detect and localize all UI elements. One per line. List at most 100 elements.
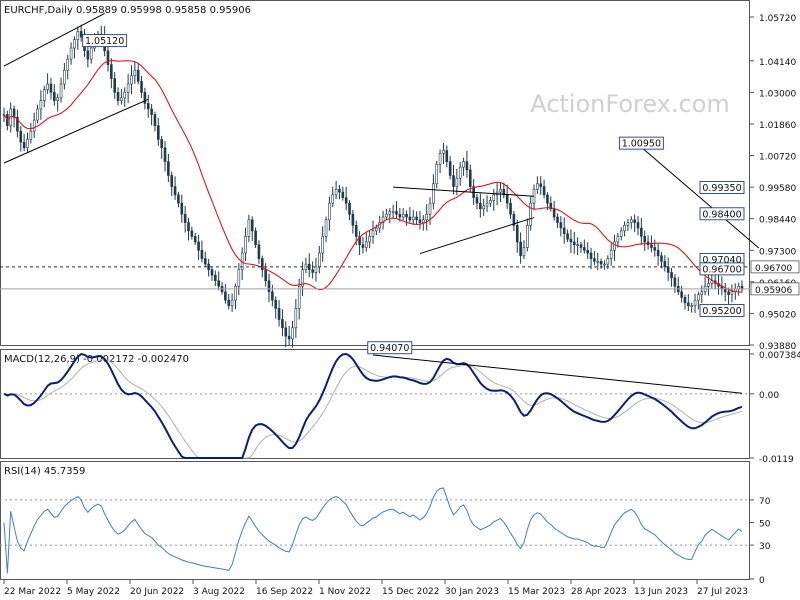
candle-body	[193, 236, 197, 243]
candle-body	[157, 125, 160, 140]
candle-body	[277, 308, 281, 320]
candle-body	[66, 58, 70, 71]
candle-body	[445, 150, 449, 162]
candle-body	[398, 213, 402, 218]
candle-body	[180, 202, 184, 215]
candle-body	[284, 327, 288, 337]
candle-body	[143, 92, 147, 104]
candle-body	[133, 69, 137, 77]
rsi-axis: 70 50 30 0	[0, 497, 771, 586]
candle-body	[489, 200, 492, 204]
candle-body	[385, 213, 388, 218]
candle-body	[428, 202, 432, 215]
candle-body	[234, 285, 237, 301]
date-tick-label: 20 Jun 2022	[130, 587, 184, 597]
candle-body	[569, 238, 573, 243]
annotation-label: 0.94070	[370, 343, 409, 354]
macd-lines	[3, 352, 743, 459]
candle-body	[16, 116, 19, 132]
candle-body	[29, 130, 33, 140]
candle-body	[36, 108, 39, 121]
candle-body	[616, 236, 620, 243]
macd-pane	[0, 349, 750, 459]
candle-body	[579, 244, 583, 248]
candle-body	[207, 263, 210, 270]
annotation-label: 0.97040	[702, 255, 741, 266]
candle-body	[673, 277, 677, 287]
channel-lower-line	[3, 98, 149, 164]
candle-body	[613, 241, 616, 251]
candle-body	[643, 236, 647, 243]
descending-trendline	[641, 146, 760, 249]
price-tick-label: 1.04140	[759, 58, 796, 68]
candle-body	[727, 291, 730, 295]
candle-body	[505, 194, 509, 204]
candle-body	[539, 183, 543, 187]
candle-body	[328, 202, 331, 221]
candle-body	[364, 241, 368, 248]
price-tick-label: 1.03000	[759, 89, 796, 99]
candle-body	[401, 213, 405, 218]
candle-body	[583, 247, 586, 251]
candle-body	[730, 291, 734, 295]
candle-body	[549, 202, 553, 210]
price-tick-label: 1.05720	[759, 14, 796, 24]
annotation-label: 1.00950	[622, 139, 661, 150]
candle-body	[79, 31, 83, 38]
candle-body	[663, 261, 667, 268]
candle-body	[318, 252, 321, 268]
candle-body	[19, 130, 23, 143]
candle-body	[435, 164, 439, 185]
candle-body	[499, 189, 502, 193]
candle-body	[190, 230, 194, 237]
candle-body	[227, 299, 231, 306]
candle-body	[130, 75, 133, 85]
candle-body	[200, 249, 204, 259]
annotation-box	[367, 341, 413, 355]
candle-body	[146, 103, 150, 110]
candle-body	[120, 97, 123, 101]
current-price-axis-label: 0.95906	[755, 286, 792, 296]
candle-body	[559, 222, 563, 229]
annotation-box	[82, 34, 128, 48]
candle-body	[334, 189, 338, 196]
candle-body	[73, 39, 76, 49]
candle-body	[281, 319, 284, 329]
annotation-box	[699, 262, 745, 276]
candle-body	[344, 197, 348, 204]
candle-body	[338, 189, 341, 193]
candle-body	[697, 294, 700, 301]
candle-body	[589, 252, 593, 259]
annotation-label: 0.96700	[702, 264, 741, 275]
price-annotations: 1.05120 0.94070 1.00950 0.99350 0.970400.967…	[82, 34, 745, 355]
candle-body	[609, 249, 613, 259]
candle-body	[438, 152, 442, 165]
date-axis: 22 Mar 2022 5 May 2022 20 Jun 2022 3 Aug 20…	[3, 580, 748, 597]
macd-main-line	[3, 352, 743, 459]
candle-body	[566, 233, 569, 240]
candle-body	[492, 194, 496, 201]
rsi-tick-label: 30	[759, 542, 771, 552]
level-axis-box	[750, 260, 800, 274]
candle-body	[116, 92, 120, 101]
date-tick-label: 1 Nov 2022	[319, 587, 371, 597]
candle-body	[526, 225, 529, 248]
candle-body	[368, 236, 371, 243]
macd-label: MACD(12,26,9) -0.002172 -0.002470	[4, 354, 189, 365]
candle-body	[358, 236, 361, 246]
candle-body	[422, 219, 425, 223]
candle-body	[197, 241, 200, 251]
candle-body	[596, 261, 600, 263]
candle-body	[56, 97, 59, 101]
macd-trendline	[372, 354, 743, 394]
candle-body	[509, 202, 512, 215]
candle-body	[690, 305, 693, 307]
candle-body	[341, 191, 345, 198]
annotation-label: 0.99350	[702, 183, 741, 194]
moving-average-line	[3, 59, 743, 293]
candle-body	[187, 222, 190, 232]
candle-body	[123, 92, 127, 99]
candle-body	[479, 202, 482, 210]
candle-body	[603, 263, 606, 266]
ma-line	[3, 59, 743, 293]
